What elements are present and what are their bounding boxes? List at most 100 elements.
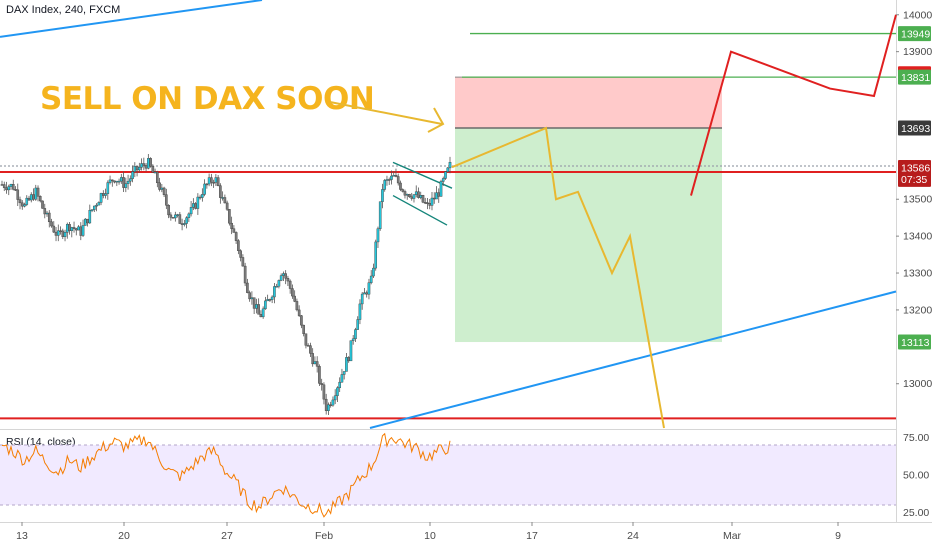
candle-body bbox=[108, 179, 112, 183]
candle-body bbox=[5, 187, 8, 191]
candle-body bbox=[403, 191, 407, 196]
candle-body bbox=[72, 227, 76, 229]
candle-body bbox=[86, 218, 89, 224]
candle-body bbox=[392, 175, 396, 177]
projection-path-gold[interactable] bbox=[451, 126, 665, 429]
candle-body bbox=[9, 184, 13, 187]
candle-body bbox=[279, 275, 283, 281]
candle-body bbox=[426, 202, 429, 204]
price-label-13000: 13000 bbox=[903, 378, 932, 390]
price-badge-13586[interactable] bbox=[898, 160, 931, 176]
flag-channel-lower[interactable] bbox=[392, 194, 448, 226]
rsi-label-75.00: 75.00 bbox=[903, 432, 929, 444]
rsi-label-25.00: 25.00 bbox=[903, 507, 929, 519]
candle-body bbox=[7, 186, 11, 191]
candle-body bbox=[185, 217, 188, 224]
price-label-13400: 13400 bbox=[903, 231, 932, 243]
candle-body bbox=[293, 295, 296, 302]
candle-body bbox=[349, 340, 353, 362]
candle-body bbox=[399, 182, 402, 190]
candle-body bbox=[43, 208, 47, 215]
candle-body bbox=[126, 180, 130, 184]
candle-body bbox=[117, 180, 121, 183]
candle-body bbox=[383, 180, 387, 190]
candle-body bbox=[104, 193, 107, 196]
candle-body bbox=[365, 292, 369, 295]
rsi-line[interactable] bbox=[1, 432, 451, 518]
trendline-lower[interactable] bbox=[369, 290, 897, 429]
candle-body bbox=[257, 304, 260, 315]
candle-body bbox=[297, 309, 301, 316]
price-badge-07:35[interactable] bbox=[898, 171, 931, 187]
candle-body bbox=[295, 301, 299, 311]
candle-body bbox=[214, 177, 218, 183]
price-badge-13113[interactable] bbox=[898, 334, 931, 350]
stop-loss-zone[interactable] bbox=[455, 77, 722, 129]
candle-body bbox=[390, 175, 393, 180]
price-badge-13693[interactable] bbox=[898, 120, 931, 136]
candle-body bbox=[419, 195, 423, 198]
time-label-Feb: Feb bbox=[315, 530, 333, 542]
candle-body bbox=[129, 178, 132, 182]
candle-body bbox=[225, 202, 229, 210]
candle-body bbox=[367, 282, 371, 295]
candle-body bbox=[203, 183, 206, 195]
rsi-band bbox=[0, 445, 896, 505]
candle-body bbox=[428, 203, 432, 206]
candle-body bbox=[61, 230, 65, 237]
candle-body bbox=[432, 197, 436, 200]
candle-body bbox=[261, 308, 265, 318]
candle-body bbox=[252, 297, 256, 309]
price-label-14000: 14000 bbox=[903, 9, 932, 21]
candle-body bbox=[156, 171, 159, 184]
projection-path-red[interactable] bbox=[690, 14, 897, 196]
candle-body bbox=[243, 265, 247, 284]
candle-body bbox=[216, 177, 220, 186]
candle-body bbox=[322, 384, 326, 400]
time-label-13: 13 bbox=[16, 530, 28, 542]
time-label-10: 10 bbox=[424, 530, 436, 542]
candle-body bbox=[187, 213, 191, 218]
candle-body bbox=[401, 189, 405, 192]
candle-body bbox=[444, 171, 447, 179]
candle-body bbox=[405, 194, 409, 196]
candle-body bbox=[309, 345, 312, 354]
candle-body bbox=[324, 398, 328, 411]
candle-body bbox=[228, 209, 231, 224]
candle-body bbox=[412, 194, 416, 199]
trendline-upper[interactable] bbox=[0, 0, 263, 38]
candle-body bbox=[212, 182, 215, 184]
take-profit-zone[interactable] bbox=[455, 128, 722, 343]
candle-body bbox=[194, 203, 197, 209]
candle-body bbox=[160, 187, 164, 190]
candle-body bbox=[111, 179, 114, 182]
candle-body bbox=[329, 404, 332, 406]
annotation-arrow-head bbox=[427, 107, 445, 133]
candle-body bbox=[115, 180, 119, 183]
price-badge-13949[interactable] bbox=[898, 26, 931, 42]
candle-body bbox=[266, 299, 269, 302]
rsi-label-50.00: 50.00 bbox=[903, 470, 929, 482]
candle-body bbox=[439, 181, 443, 197]
price-badge-13831[interactable] bbox=[898, 69, 931, 85]
candle-body bbox=[147, 158, 150, 169]
annotation-text: SELL ON DAX SOON bbox=[40, 81, 374, 117]
candle-body bbox=[234, 232, 238, 241]
candle-body bbox=[354, 329, 357, 340]
candle-body bbox=[151, 166, 155, 173]
candle-body bbox=[56, 230, 60, 236]
pane-separator bbox=[0, 429, 896, 430]
candle-body bbox=[34, 187, 38, 200]
candle-body bbox=[320, 383, 323, 386]
candle-body bbox=[237, 240, 240, 251]
candle-body bbox=[210, 177, 213, 183]
candle-body bbox=[239, 250, 242, 258]
annotation-arrow-shaft bbox=[329, 101, 443, 125]
candle-body bbox=[273, 286, 276, 298]
time-label-17: 17 bbox=[526, 530, 538, 542]
candle-body bbox=[423, 202, 427, 204]
candle-body bbox=[372, 267, 375, 277]
candle-body bbox=[327, 404, 330, 411]
candle-body bbox=[77, 226, 80, 231]
